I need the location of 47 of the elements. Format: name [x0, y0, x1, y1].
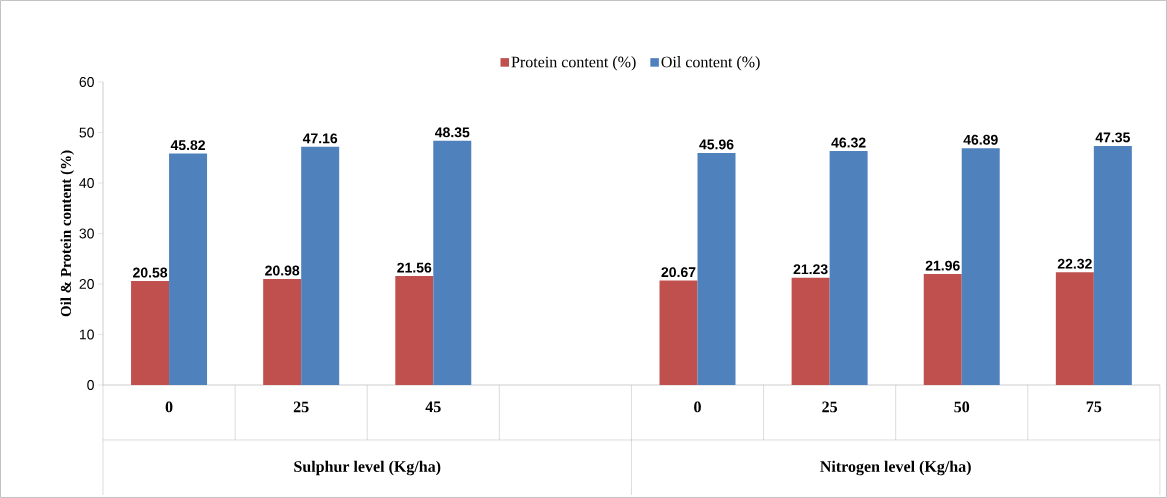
- x-tick-label: 0: [165, 401, 173, 413]
- data-label: 45.82: [170, 140, 206, 151]
- bar: [1055, 272, 1094, 385]
- data-label: 21.96: [925, 260, 960, 271]
- data-label: 20.67: [661, 267, 696, 278]
- y-tick-label: 0: [87, 380, 94, 390]
- y-tick-label: 10: [79, 329, 94, 340]
- y-tick-label: 40: [79, 178, 94, 188]
- text: Nitrogen level (Kg/ha): [820, 460, 971, 476]
- legend-label: Protein content (%): [511, 56, 636, 71]
- data-label: 20.98: [265, 265, 300, 276]
- data-label: 20.58: [133, 267, 168, 278]
- data-label: 22.32: [1057, 258, 1092, 269]
- bar: [659, 280, 698, 385]
- data-label: 21.56: [397, 262, 432, 273]
- x-tick-label: 75: [1086, 401, 1102, 413]
- x-tick-label: 0: [694, 401, 701, 413]
- data-label: 46.89: [963, 134, 998, 145]
- bar: [263, 279, 302, 385]
- x-tick-label: 25: [293, 401, 309, 413]
- bar: [697, 152, 736, 385]
- y-tick-label: 60: [79, 77, 94, 87]
- bar: [395, 276, 434, 385]
- text: Sulphur level (Kg/ha): [294, 460, 441, 476]
- bar: [791, 277, 830, 385]
- data-label: 47.16: [302, 133, 338, 144]
- bar: [1093, 145, 1132, 385]
- bar: [829, 151, 868, 385]
- x-tick-label: 25: [822, 401, 838, 413]
- data-label: 21.23: [793, 264, 828, 275]
- x-tick-label: 50: [954, 401, 970, 413]
- bar: [301, 146, 340, 385]
- y-tick-label: 50: [79, 127, 94, 138]
- bar: [961, 148, 1000, 385]
- data-label: 45.96: [699, 139, 734, 150]
- y-tick-label: 20: [79, 279, 94, 289]
- y-axis-title: Oil & Protein content (%): [60, 150, 75, 317]
- bar: [131, 281, 170, 385]
- legend-label: Oil content (%): [661, 56, 760, 71]
- bar: [169, 153, 208, 385]
- data-label: 47.35: [1095, 132, 1130, 143]
- bar: [923, 274, 962, 385]
- y-tick-label: 30: [79, 228, 94, 239]
- data-label: 48.35: [434, 127, 470, 138]
- x-tick-label: 45: [425, 401, 441, 413]
- bar: [433, 140, 472, 385]
- data-label: 46.32: [831, 137, 866, 148]
